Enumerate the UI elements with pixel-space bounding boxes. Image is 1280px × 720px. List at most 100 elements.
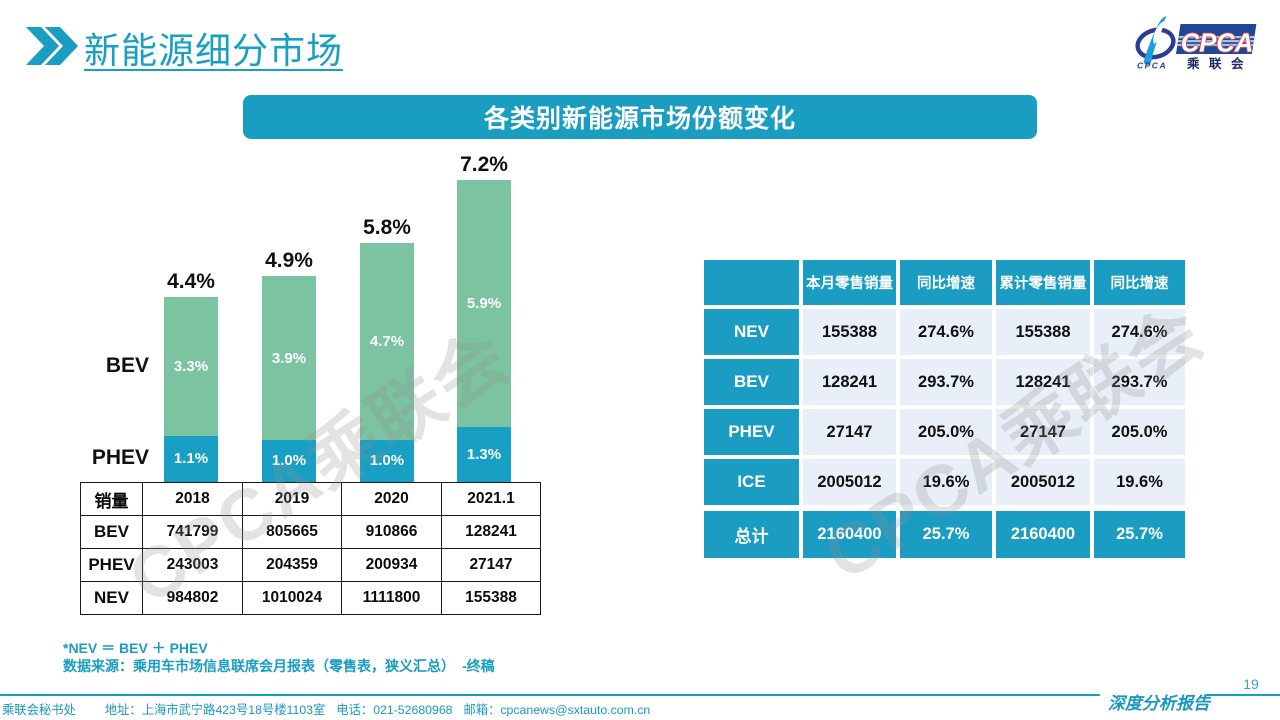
summary-header-cell: 同比增速 xyxy=(900,260,992,305)
bev-share-label: 5.9% xyxy=(466,294,502,312)
phev-share-label: 1.0% xyxy=(271,452,307,470)
summary-data-cell: 155388 xyxy=(996,309,1090,355)
data-cell: 1010024 xyxy=(242,581,342,615)
footer-contact-item: 邮箱：cpcanews@sxtauto.com.cn xyxy=(463,703,651,717)
report-type-label: 深度分析报告 xyxy=(1108,694,1210,713)
summary-data-cell: 274.6% xyxy=(1094,309,1185,355)
summary-data-cell: 27147 xyxy=(996,409,1090,455)
summary-data-cell: 2005012 xyxy=(996,459,1090,505)
summary-data-cell: 128241 xyxy=(996,359,1090,405)
row-header-cell: PHEV xyxy=(80,548,143,582)
bar-total-label: 7.2% xyxy=(460,152,508,176)
data-cell: 1111800 xyxy=(341,581,442,615)
bar-total-label: 4.9% xyxy=(265,249,313,273)
data-cell: 910866 xyxy=(341,515,442,549)
sales-table-row-BEV: BEV 741799 805665 910866 128241 xyxy=(80,515,541,549)
data-cell: 2021.1 xyxy=(441,482,541,516)
summary-total-cell: 2160400 xyxy=(803,511,896,558)
bar-segment-phev: 1.0% xyxy=(262,439,316,482)
sales-table-header-row: 销量 2018 2019 2020 2021.1 xyxy=(80,482,541,516)
bev-share-label: 3.9% xyxy=(271,349,307,367)
row-header-cell: NEV xyxy=(80,581,143,615)
logo-small-text: CPCA xyxy=(1137,61,1167,71)
summary-row-label: BEV xyxy=(704,359,799,405)
summary-row-label: PHEV xyxy=(704,409,799,455)
data-cell: 2020 xyxy=(341,482,442,516)
stacked-bar-2018: 3.3% 1.1% xyxy=(164,297,218,482)
footer-contact: 乘联会秘书处 地址：上海市武宁路423号18号楼1103室 电话：021-52680… xyxy=(2,700,661,718)
summary-data-cell: 19.6% xyxy=(1094,459,1185,505)
summary-data-cell: 2005012 xyxy=(803,459,896,505)
page-title: 新能源细分市场 xyxy=(84,30,344,71)
summary-total-cell: 2160400 xyxy=(996,511,1090,558)
summary-total-cell: 25.7% xyxy=(900,511,992,558)
summary-data-cell: 205.0% xyxy=(900,409,992,455)
logo-banner: CPCA 乘联会 xyxy=(1176,24,1257,71)
summary-header-corner xyxy=(704,260,799,305)
note-nev-definition: *NEV ＝ BEV ＋ PHEV xyxy=(63,640,208,656)
bev-share-label: 4.7% xyxy=(369,332,405,350)
page-number: 19 xyxy=(1243,676,1259,692)
summary-data-cell: 274.6% xyxy=(900,309,992,355)
series-label-bev: BEV xyxy=(105,353,149,377)
data-cell: 2019 xyxy=(242,482,342,516)
summary-data-cell: 19.6% xyxy=(900,459,992,505)
bar-total-label: 5.8% xyxy=(363,215,411,239)
bar-segment-bev: 5.9% xyxy=(457,179,511,428)
bar-segment-phev: 1.1% xyxy=(164,435,218,482)
stacked-bar-2020: 4.7% 1.0% xyxy=(360,242,414,482)
data-cell: 243003 xyxy=(142,548,243,582)
data-cell: 204359 xyxy=(242,548,342,582)
summary-header-cell: 累计零售销量 xyxy=(996,260,1090,305)
sales-table-row-PHEV: PHEV 243003 204359 200934 27147 xyxy=(80,548,541,582)
stacked-bar-2021.1: 5.9% 1.3% xyxy=(457,179,511,482)
sales-table-row-NEV: NEV 984802 1010024 1111800 155388 xyxy=(80,581,541,615)
summary-row-label: ICE xyxy=(704,459,799,505)
data-cell: 27147 xyxy=(441,548,541,582)
summary-row-label: NEV xyxy=(704,309,799,355)
stacked-bar-2019: 3.9% 1.0% xyxy=(262,276,316,482)
bar-segment-phev: 1.3% xyxy=(457,427,511,482)
bar-segment-bev: 3.3% xyxy=(164,297,218,436)
section-banner-title: 各类别新能源市场份额变化 xyxy=(483,105,796,133)
summary-header-cell: 本月零售销量 xyxy=(803,260,896,305)
footer-line-left xyxy=(0,694,1100,696)
data-cell: 2018 xyxy=(142,482,243,516)
phev-share-label: 1.1% xyxy=(173,450,209,468)
data-cell: 128241 xyxy=(441,515,541,549)
summary-data-cell: 27147 xyxy=(803,409,896,455)
summary-data-cell: 155388 xyxy=(803,309,896,355)
bar-segment-bev: 3.9% xyxy=(262,276,316,440)
footer-line-right xyxy=(1206,694,1280,696)
summary-data-cell: 293.7% xyxy=(1094,359,1185,405)
footer-contact-item: 乘联会秘书处 xyxy=(2,703,76,717)
summary-header-cell: 同比增速 xyxy=(1094,260,1185,305)
note-data-source: 数据来源：乘用车市场信息联席会月报表（零售表，狭义汇总） -终稿 xyxy=(63,658,495,674)
series-label-phev: PHEV xyxy=(91,445,149,469)
summary-data-cell: 293.7% xyxy=(900,359,992,405)
logo-main-text: CPCA xyxy=(1181,30,1253,58)
data-cell: 984802 xyxy=(142,581,243,615)
row-header-cell: 销量 xyxy=(80,482,143,516)
logo-ellipse-mark: CPCA xyxy=(1135,16,1176,71)
data-cell: 200934 xyxy=(341,548,442,582)
bev-share-label: 3.3% xyxy=(173,357,209,375)
cpca-logo: CPCA CPCA 乘联会 xyxy=(1135,16,1257,71)
data-cell: 741799 xyxy=(142,515,243,549)
footer-contact-item: 电话：021-52680968 xyxy=(336,703,453,717)
double-chevron-icon xyxy=(26,27,78,65)
data-cell: 805665 xyxy=(242,515,342,549)
row-header-cell: BEV xyxy=(80,515,143,549)
data-cell: 155388 xyxy=(441,581,541,615)
bar-segment-bev: 4.7% xyxy=(360,242,414,440)
summary-total-cell: 25.7% xyxy=(1094,511,1185,558)
phev-share-label: 1.0% xyxy=(369,452,405,470)
summary-data-cell: 128241 xyxy=(803,359,896,405)
footer-contact-item: 地址：上海市武宁路423号18号楼1103室 xyxy=(104,703,326,717)
bar-total-label: 4.4% xyxy=(167,270,215,294)
summary-total-label: 总计 xyxy=(704,511,799,558)
phev-share-label: 1.3% xyxy=(466,446,502,464)
bar-segment-phev: 1.0% xyxy=(360,439,414,482)
